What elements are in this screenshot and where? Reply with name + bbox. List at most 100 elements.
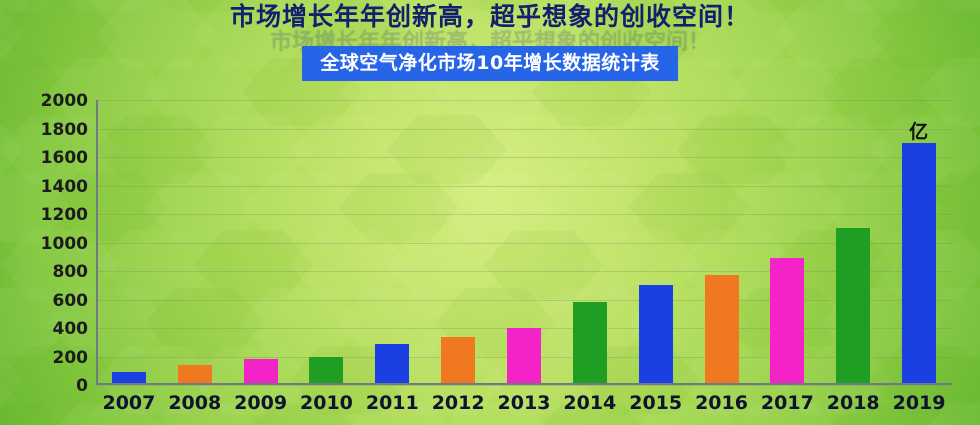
bar-chart: 0 200 400 600 800 1000 1200 1400 1600 1800 2000 20…	[0, 82, 980, 425]
hexagon-shape	[338, 403, 459, 425]
bar	[836, 228, 871, 385]
gridline	[96, 100, 952, 101]
hexagon-shape	[241, 288, 362, 357]
hexagon-shape	[773, 0, 894, 69]
bar	[507, 328, 541, 385]
x-tick-label: 2014	[563, 392, 617, 414]
hexagon-shape	[48, 172, 169, 242]
hexagon-shape	[822, 0, 943, 12]
hexagon-shape	[145, 172, 266, 242]
y-tick-label: 1400	[40, 176, 88, 197]
x-axis-line	[96, 383, 952, 385]
y-tick-label: 2000	[40, 91, 88, 111]
hexagon-shape	[145, 403, 266, 425]
hexagon-shape	[338, 0, 459, 12]
hexagon-shape	[628, 172, 749, 242]
hexagon-shape	[241, 172, 362, 242]
bar	[111, 372, 146, 385]
hexagon-shape	[48, 0, 169, 12]
x-tick-label: 2019	[892, 392, 946, 414]
y-tick-label: 1800	[40, 119, 88, 140]
bar	[375, 343, 410, 385]
bar	[638, 285, 673, 385]
hexagon-shape	[773, 115, 894, 185]
hexagon-shape	[96, 115, 217, 185]
hexagon-shape	[386, 115, 507, 185]
y-tick-label: 400	[52, 319, 89, 339]
x-tick-label: 2018	[826, 392, 880, 414]
gridline	[96, 185, 952, 187]
x-tick-label: 2013	[497, 392, 551, 414]
bar	[243, 358, 278, 385]
x-tick-label: 2017	[760, 392, 814, 414]
bar	[177, 365, 212, 385]
hexagon-shape	[193, 115, 314, 185]
y-tick-label: 200	[52, 347, 89, 368]
hexagon-shape	[241, 403, 362, 425]
hexagon-shape	[725, 172, 846, 242]
hexagon-shape	[145, 288, 266, 357]
hexagon-shape	[725, 0, 846, 12]
hexagon-shape	[725, 57, 846, 127]
x-tick-label: 2007	[102, 392, 156, 414]
x-tick-label: 2008	[168, 392, 222, 414]
gridline	[96, 299, 952, 301]
y-tick-label: 1600	[40, 148, 88, 168]
hexagon-shape	[822, 403, 943, 425]
hexagon-shape	[96, 0, 217, 69]
hexagon-shape	[531, 172, 652, 242]
subtitle-banner: 全球空气净化市场10年增长数据统计表	[302, 46, 678, 81]
hexagon-shape	[531, 403, 652, 425]
bar	[309, 356, 344, 385]
y-axis-line	[96, 100, 98, 385]
x-tick-label: 2009	[234, 392, 288, 414]
hexagon-shape	[822, 57, 943, 127]
page-title: 市场增长年年创新高，超乎想象的创收空间！	[229, 2, 750, 31]
y-tick-label: 1200	[40, 205, 88, 225]
x-tick-label: 2015	[629, 392, 683, 414]
hexagon-shape	[628, 403, 749, 425]
hexagon-shape	[483, 230, 604, 300]
hexagon-shape	[48, 403, 169, 425]
hexagon-shape	[580, 115, 701, 185]
hexagon-shape	[290, 230, 411, 300]
bar	[704, 274, 739, 385]
plot-area	[96, 100, 952, 386]
gridline	[96, 214, 952, 215]
hexagon-shape	[0, 230, 120, 300]
hexagon-shape	[531, 0, 652, 12]
hexagon-shape	[0, 345, 120, 415]
y-tick-label: 1000	[40, 233, 88, 254]
hexagon-shape	[145, 57, 266, 127]
hexagon-shape	[0, 0, 120, 69]
subtitle-banner-wrap: 全球空气净化市场10年增长数据统计表	[0, 46, 980, 81]
gridline	[96, 128, 952, 130]
hexagon-shape	[725, 403, 846, 425]
hexagon-shape	[435, 403, 556, 425]
hexagon-shape	[241, 0, 362, 12]
bar-series	[96, 100, 952, 385]
unit-label: 亿	[909, 120, 929, 143]
gridline	[96, 385, 952, 386]
gridline	[96, 157, 952, 158]
hexagon-shape	[483, 115, 604, 185]
hexagon-shape	[386, 230, 507, 300]
hexagon-shape	[193, 230, 314, 300]
hexagon-shape	[628, 0, 749, 12]
hexagon-shape	[48, 288, 169, 357]
hexagon-shape	[145, 0, 266, 12]
y-tick-label: 800	[52, 262, 89, 282]
gridline	[96, 242, 952, 244]
hexagon-shape	[0, 0, 72, 12]
bar	[572, 302, 607, 385]
hexagon-shape	[677, 115, 798, 185]
gridline	[96, 271, 952, 272]
hexagon-shape	[435, 0, 556, 12]
x-axis-labels: 2007 2008 2009 2010 2011 2012 2013 2014 2015 2016…	[96, 388, 952, 422]
hexagon-shape	[96, 230, 217, 300]
hexagon-shape	[918, 0, 980, 12]
hexagon-shape	[435, 172, 556, 242]
bar	[441, 336, 476, 385]
y-tick-label: 0	[76, 376, 88, 396]
